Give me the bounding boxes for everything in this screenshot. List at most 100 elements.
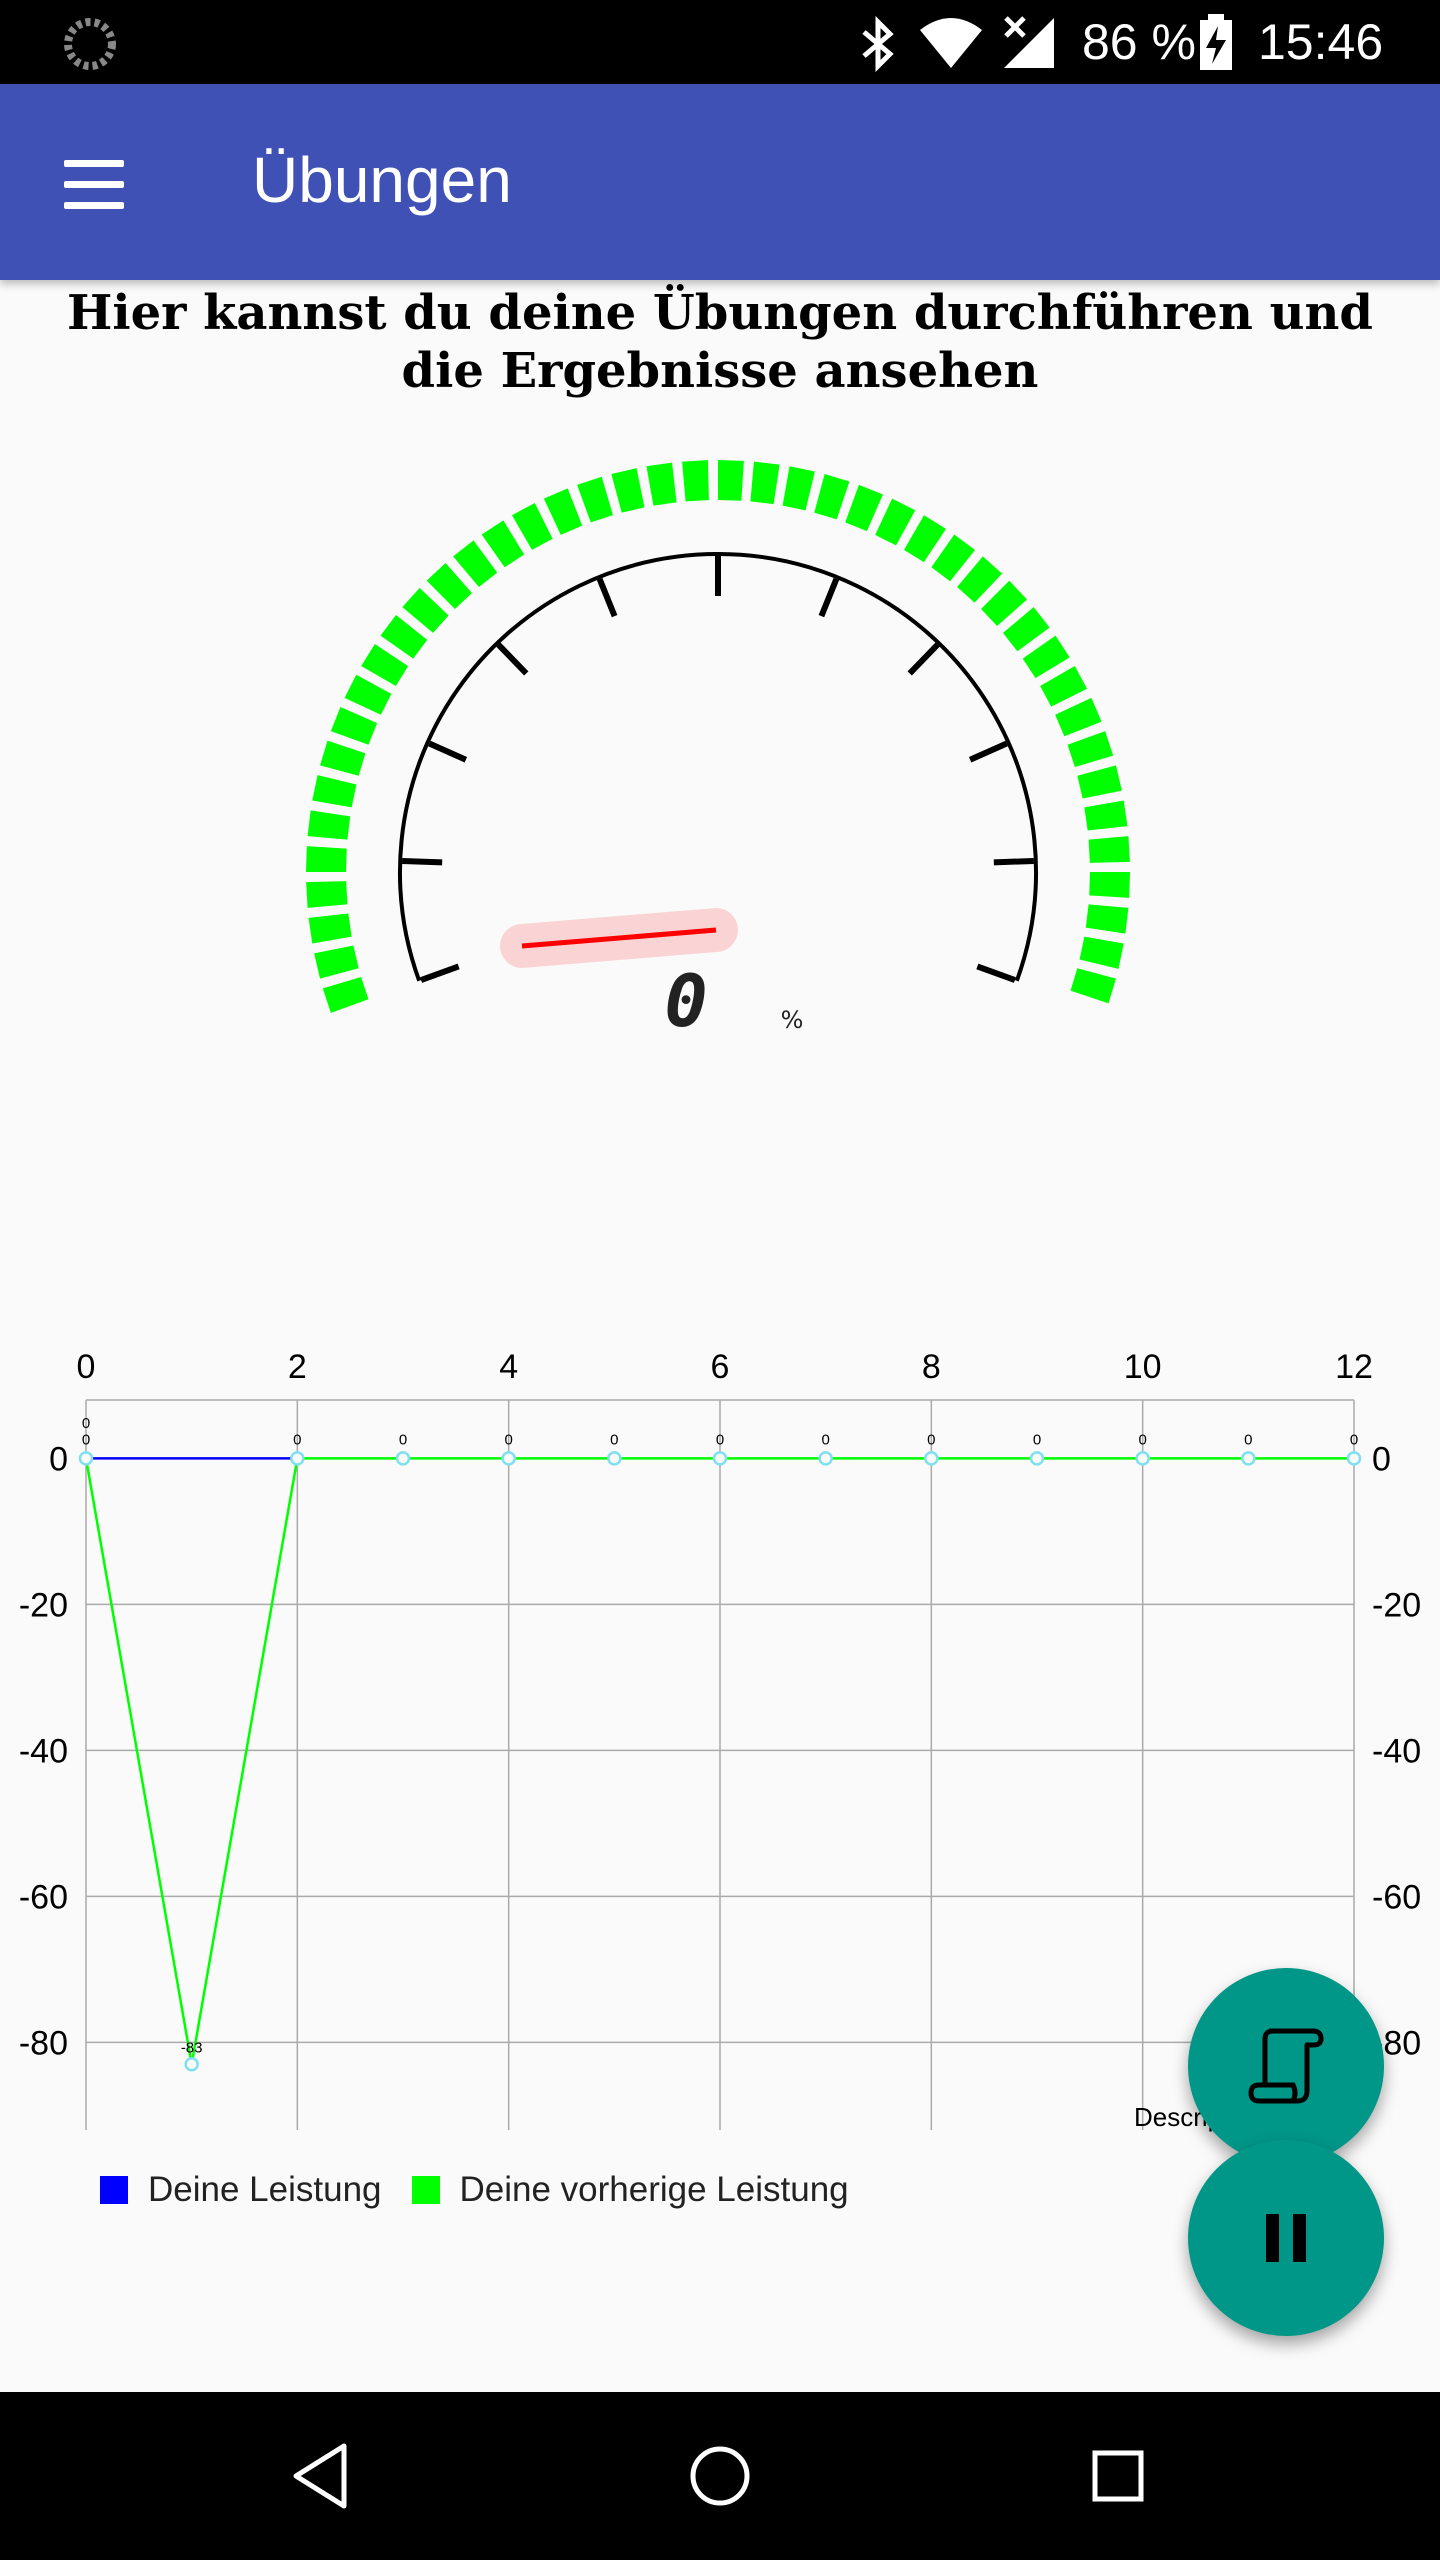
gauge-tick — [596, 577, 618, 618]
gauge-bar-ring — [306, 460, 1130, 1013]
y-tick-label-left: -80 — [19, 2024, 68, 2062]
scroll-icon — [1248, 2028, 1324, 2104]
gauge-scale-arc — [398, 552, 1038, 982]
y-tick-label-left: 0 — [49, 1440, 68, 1478]
gauge-bar-segment — [512, 502, 553, 550]
chart-series: 0-830 0 0 0 0 0 0 0 0 0 00 — [78, 1415, 1362, 2072]
gauge-bar-segment — [750, 461, 780, 505]
gauge-bar-segment — [682, 460, 709, 502]
gauge-bar-segment — [611, 468, 645, 513]
gauge-tick — [420, 963, 460, 983]
legend-label-previous: Deine vorherige Leistung — [459, 2170, 849, 2209]
recents-icon[interactable] — [1068, 2426, 1168, 2526]
home-icon[interactable] — [670, 2426, 770, 2526]
gauge-tick — [496, 642, 529, 676]
gauge-bar-segment — [1067, 731, 1114, 767]
gauge-bar-segment — [845, 484, 883, 532]
series-point — [1346, 1451, 1362, 1466]
point-value-label: 0 — [1244, 1431, 1252, 1448]
x-tick-label: 6 — [711, 1348, 730, 1386]
gauge-bar-segment — [1088, 836, 1130, 863]
pause-icon — [1266, 2214, 1306, 2262]
gauge-bar-segment — [981, 580, 1028, 626]
gauge-bar-segment — [782, 466, 815, 511]
chart-legend: Deine Leistung Deine vorherige Leistung — [100, 2160, 879, 2220]
x-tick-label: 4 — [499, 1348, 518, 1386]
hamburger-menu-icon[interactable] — [54, 144, 134, 224]
system-nav-bar — [0, 2392, 1440, 2560]
series-point — [818, 1451, 833, 1466]
gauge-bar-segment — [1040, 666, 1088, 707]
gauge-ticks — [402, 556, 1034, 983]
wifi-icon — [920, 18, 982, 68]
gauge-bar-segment — [814, 474, 850, 520]
gauge-bar-segment — [1002, 607, 1050, 652]
point-value-label: 0 — [399, 1431, 407, 1448]
series-point — [395, 1451, 411, 1466]
x-tick-label: 2 — [288, 1348, 307, 1386]
page-title: Übungen — [252, 144, 512, 216]
legend-label-current: Deine Leistung — [148, 2170, 382, 2209]
y-tick-label-right: -60 — [1372, 1878, 1421, 1916]
gauge-bar-segment — [1022, 635, 1070, 679]
legend-swatch-previous — [411, 2176, 440, 2204]
gauge-bar-segment — [306, 846, 347, 872]
gauge-needle — [521, 927, 717, 949]
gauge-bar-segment — [307, 810, 351, 840]
series-point — [184, 2057, 199, 2072]
series-point — [1029, 1451, 1045, 1466]
gauge-tick — [976, 963, 1016, 983]
gauge-bar-segment — [1070, 968, 1116, 1004]
series-point — [712, 1451, 728, 1466]
legend-swatch-current — [100, 2176, 128, 2204]
gauge-bar-segment — [875, 498, 916, 546]
chart-grid — [85, 1399, 1355, 2130]
x-tick-label: 0 — [77, 1348, 96, 1386]
pause-fab-button[interactable] — [1188, 2140, 1384, 2336]
y-tick-label-right: -20 — [1372, 1586, 1421, 1624]
y-tick-label-left: -60 — [19, 1878, 68, 1916]
x-tick-label: 10 — [1124, 1348, 1162, 1386]
gauge-bar-segment — [718, 460, 744, 501]
gauge-bar-segment — [453, 540, 498, 588]
series-point — [1241, 1451, 1256, 1466]
gauge-tick — [428, 740, 468, 763]
series-point — [501, 1451, 516, 1466]
y-tick-label-right: 0 — [1372, 1440, 1391, 1478]
gauge-bar-segment — [426, 562, 472, 609]
point-value-label: 0 — [821, 1431, 829, 1448]
point-value-label: 0 — [504, 1431, 512, 1448]
gauge-bar-segment — [543, 488, 583, 535]
y-axis-left-ticks: 0 -20 -40 -60 -80 — [19, 1440, 68, 2062]
series-point — [607, 1451, 622, 1466]
headline-text: Hier kannst du deine Übungen durchführen… — [67, 285, 1373, 399]
gauge-bar-segment — [361, 644, 409, 686]
line-chart: 0 2 4 6 8 10 12 0 -20 -40 -60 -80 0 -20 -40 -60 -80 0 -… — [19, 1348, 1421, 2132]
status-bar: 86 % 15:46 — [0, 0, 1440, 84]
y-tick-label-left: -40 — [19, 1732, 68, 1770]
gauge-bar-segment — [577, 476, 613, 523]
gauge-bar-segment — [1079, 936, 1124, 969]
point-value-label: 0 — [293, 1431, 301, 1448]
gauge-bar-segment — [1089, 872, 1130, 898]
gauge-tick — [907, 642, 940, 676]
battery-percent: 86 % — [1082, 14, 1196, 70]
back-icon[interactable] — [270, 2426, 370, 2526]
x-tick-label: 12 — [1335, 1348, 1373, 1386]
series-point — [78, 1451, 94, 1466]
gauge-bar-segment — [1055, 697, 1102, 737]
y-tick-label-right: -40 — [1372, 1732, 1421, 1770]
gauge-bar-segment — [380, 614, 428, 659]
gauge-bar-segment — [481, 520, 525, 568]
gauge-bar-segment — [1084, 800, 1128, 831]
battery-charging-icon — [1200, 14, 1232, 70]
point-value-label: 0 — [1138, 1431, 1146, 1448]
series-point — [290, 1451, 305, 1466]
gauge-bar-segment — [322, 977, 369, 1013]
bluetooth-icon — [862, 16, 894, 72]
series-point — [1135, 1451, 1150, 1466]
gauge-tick — [993, 857, 1034, 866]
point-value-label: 0 — [610, 1431, 618, 1448]
scroll-fab-button[interactable] — [1188, 1968, 1384, 2164]
gauge-bar-segment — [402, 587, 449, 633]
